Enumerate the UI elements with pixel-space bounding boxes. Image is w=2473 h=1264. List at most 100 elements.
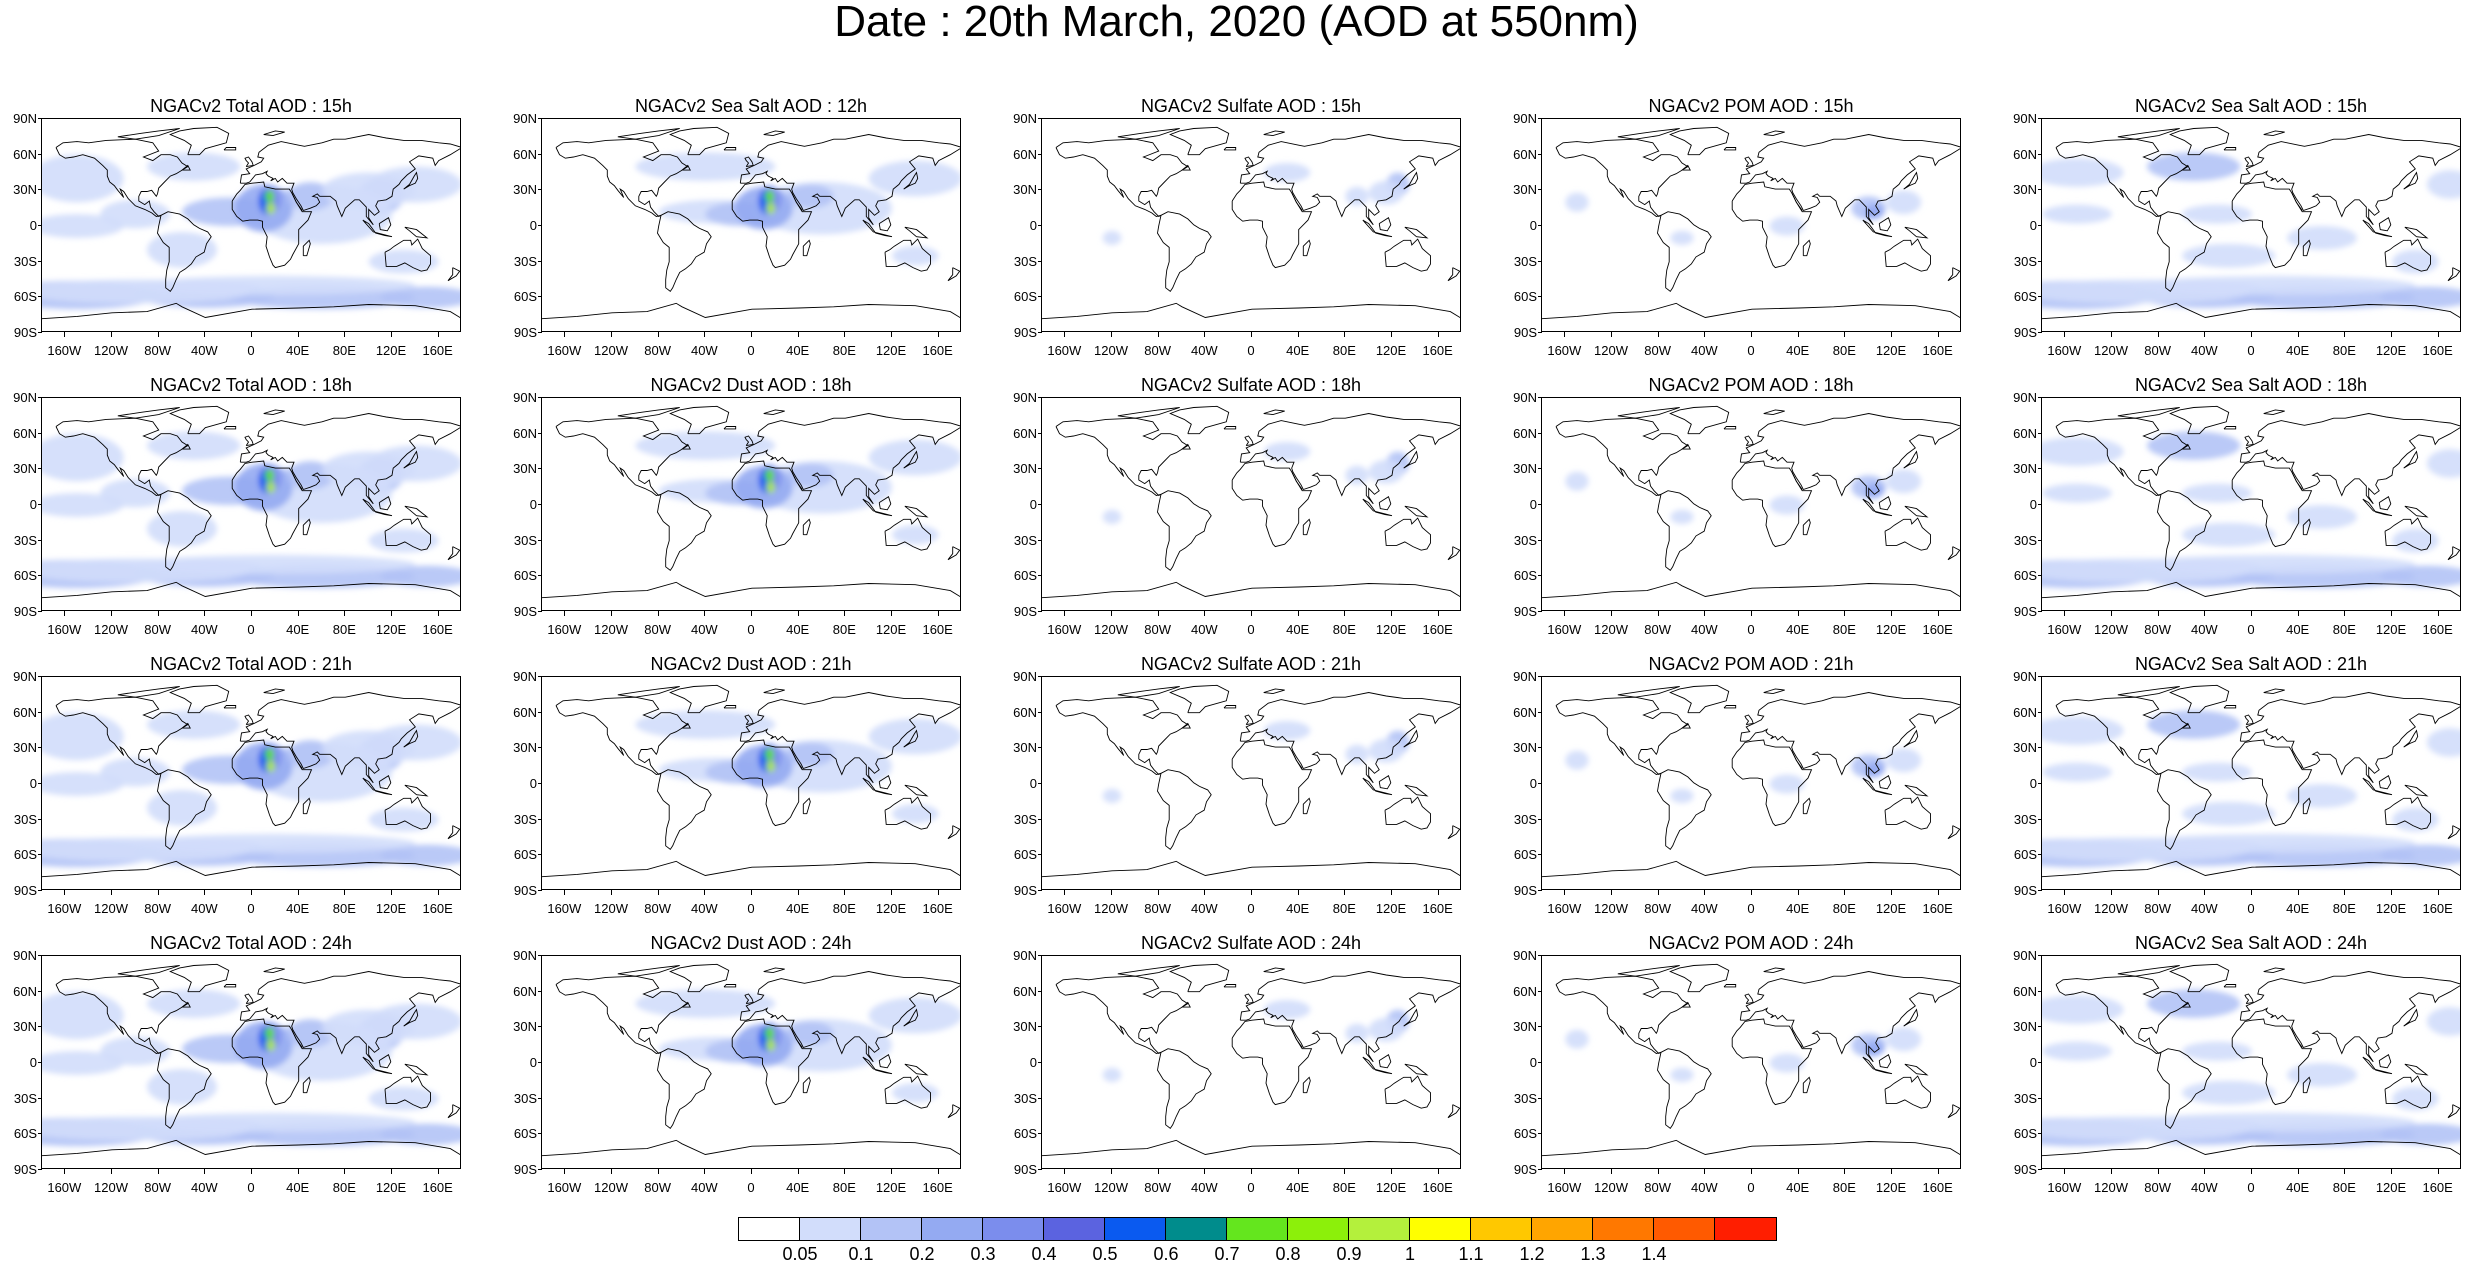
coastline-australia <box>2384 238 2431 272</box>
lat-tick <box>2038 783 2042 784</box>
coastline-iceland <box>1223 984 1237 988</box>
coastline-uk <box>744 714 754 726</box>
lat-label: 0 <box>1029 497 1037 512</box>
coastline-arcticIs <box>1117 965 1180 977</box>
lon-tick <box>64 331 66 337</box>
coastline-southAmerica <box>1657 1048 1712 1130</box>
coastline-arabia <box>791 471 803 490</box>
coastline-uk <box>1244 156 1254 168</box>
map-frame <box>1541 118 1961 332</box>
lat-tick <box>538 260 542 262</box>
coastline-arcticIs <box>117 965 180 977</box>
lon-tick <box>2251 331 2252 337</box>
lon-label: 120E <box>2375 901 2407 916</box>
lat-tick <box>2038 296 2042 298</box>
coastline-greenland <box>1169 963 1230 993</box>
aod-blob <box>2427 728 2460 757</box>
lon-tick <box>1844 889 1846 895</box>
lat-label: 90N <box>1013 669 1037 684</box>
lat-label: 90S <box>2013 883 2037 898</box>
aod-blob <box>2042 716 2124 745</box>
aod-blob <box>868 718 960 755</box>
coastline-eurasia <box>739 971 960 1063</box>
coastline-japan <box>903 171 919 190</box>
lat-label: 0 <box>1529 776 1537 791</box>
coastlines <box>2042 963 2460 1157</box>
colorbar-label: 1.1 <box>1458 1244 1484 1264</box>
coastline-nz <box>2447 267 2460 282</box>
lon-tick <box>1391 889 1392 895</box>
lat-tick <box>538 397 542 398</box>
lon-tick <box>1344 610 1346 616</box>
lat-tick <box>38 468 42 470</box>
lon-tick <box>1437 610 1439 616</box>
lon-label: 80W <box>1144 901 1172 916</box>
coastline-southAmerica <box>2157 490 2212 572</box>
aod-blob <box>287 461 334 490</box>
lon-tick <box>1797 331 1799 337</box>
lat-label: 30N <box>513 461 537 477</box>
coastline-australia <box>884 517 931 551</box>
coastline-newfoundland <box>1681 164 1691 171</box>
aod-blob <box>42 493 124 517</box>
coastline-northAmerica <box>555 138 689 218</box>
aod-blob <box>147 1068 217 1105</box>
lon-tick <box>564 610 566 616</box>
coastline-madagascar <box>302 797 311 815</box>
map-frame <box>1041 955 1461 1169</box>
lat-label: 90N <box>1513 669 1537 684</box>
lon-tick <box>2437 331 2439 337</box>
lat-label: 90N <box>1013 948 1037 963</box>
aod-blob <box>264 190 275 203</box>
lon-tick <box>391 331 392 337</box>
coastline-africa <box>1231 1018 1313 1106</box>
lon-tick <box>1657 1168 1659 1174</box>
lon-label: 40W <box>2190 343 2218 358</box>
coastline-eurasia <box>2239 692 2460 784</box>
coastline-australia <box>1384 517 1431 551</box>
aod-blob <box>2135 554 2416 574</box>
world-map-dust <box>542 963 960 1157</box>
lon-tick <box>2297 1168 2299 1174</box>
coastline-svalbard <box>1263 688 1285 695</box>
lon-tick <box>344 331 346 337</box>
lon-label: 120E <box>375 1180 407 1195</box>
lon-tick <box>297 1168 299 1174</box>
coastline-iceland <box>1723 147 1737 151</box>
lon-tick <box>1437 889 1439 895</box>
lat-label: 90S <box>1013 883 1037 898</box>
coastlines <box>1542 126 1960 320</box>
lon-tick <box>251 1168 252 1174</box>
coastline-svalbard <box>263 409 285 416</box>
aod-blob <box>2182 204 2252 224</box>
coastline-southAmerica <box>657 1048 712 1130</box>
lat-tick <box>538 854 542 856</box>
colorbar-label: 0.9 <box>1336 1244 1362 1264</box>
lat-label: 90N <box>1013 390 1037 405</box>
lat-tick <box>538 747 542 749</box>
map-frame <box>1041 118 1461 332</box>
coastline-svalbard <box>1263 967 1285 974</box>
lon-tick <box>1297 610 1299 616</box>
lon-tick <box>297 889 299 895</box>
aod-blob <box>266 202 276 215</box>
lon-tick <box>1064 610 1066 616</box>
lon-label: 0 <box>247 901 255 916</box>
coastline-northAmerica <box>1055 138 1189 218</box>
coastline-newfoundland <box>1181 722 1191 729</box>
lon-tick <box>2204 610 2206 616</box>
coastline-australia <box>1384 796 1431 830</box>
coastline-uk <box>1744 714 1754 726</box>
lon-label: 80W <box>1644 901 1672 916</box>
lat-tick <box>2038 118 2042 119</box>
lon-label: 80E <box>832 622 856 637</box>
aod-blob <box>892 804 939 824</box>
aod-blob <box>380 1123 460 1146</box>
lon-label: 0 <box>1747 901 1755 916</box>
world-map-pom <box>1542 684 1960 878</box>
lon-label: 40E <box>1786 1180 1810 1195</box>
lon-label: 160W <box>47 622 82 637</box>
lon-label: 160E <box>2422 901 2453 916</box>
aod-blob <box>380 286 460 309</box>
lat-tick <box>38 118 42 119</box>
